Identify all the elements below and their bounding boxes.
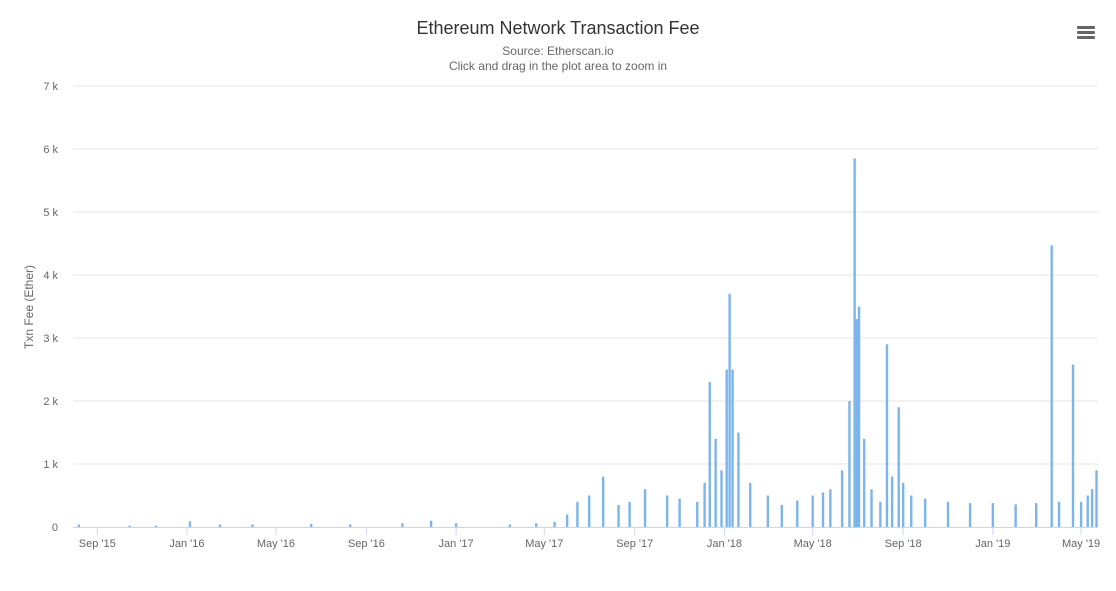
bar[interactable] [678,498,681,527]
bar[interactable] [720,470,723,527]
bar[interactable] [601,476,605,527]
zoom-hint: Click and drag in the plot area to zoom … [448,59,668,73]
bar[interactable] [454,523,458,527]
bar[interactable] [188,521,192,527]
chart-title: Ethereum Network Transaction Fee [416,18,700,38]
bar[interactable] [218,524,222,527]
bar[interactable] [128,525,131,527]
bar[interactable] [901,482,905,527]
x-axis: Sep '15 Jan '16 May '16 Sep '16 Jan '17 May '… [73,527,1100,550]
x-tick-label: Jan '17 [439,538,474,550]
bar[interactable] [77,524,81,527]
bar[interactable] [553,521,556,527]
bar[interactable] [796,500,799,527]
y-tick-label: 1 k [43,459,58,471]
bar-series[interactable] [77,158,1098,528]
bar[interactable] [811,495,814,528]
bar[interactable] [708,382,711,527]
y-tick-label: 0 [52,522,58,534]
bar[interactable] [890,476,894,527]
x-tick-label: Sep '16 [348,538,385,550]
bar[interactable] [991,503,995,527]
x-tick-label: May '16 [257,538,295,550]
y-axis-label: Txn Fee (Ether) [22,265,36,349]
bar[interactable] [617,504,620,527]
bar[interactable] [968,503,972,527]
y-tick-label: 3 k [43,333,58,345]
bar[interactable] [349,524,352,527]
y-tick-label: 2 k [43,396,58,408]
bar[interactable] [1035,503,1038,527]
y-axis: 0 1 k 2 k 3 k 4 k 5 k 6 k 7 k [43,81,58,534]
x-tick-label: May '18 [794,538,832,550]
bar[interactable] [780,504,784,527]
bar[interactable] [946,501,950,527]
bar[interactable] [857,306,861,528]
bar[interactable] [665,495,669,528]
x-tick-label: Sep '17 [616,538,653,550]
y-tick-label: 4 k [43,270,58,282]
bar[interactable] [853,158,856,527]
bar[interactable] [737,432,740,528]
bar[interactable] [728,293,731,527]
bar[interactable] [310,523,313,527]
bar[interactable] [508,524,511,527]
bar[interactable] [587,495,591,528]
y-tick-label: 6 k [43,144,58,156]
bar[interactable] [731,369,734,528]
bar[interactable] [862,438,866,527]
bar[interactable] [1014,504,1017,527]
bar[interactable] [1079,501,1083,527]
bar[interactable] [749,482,752,527]
x-tick-label: Jan '19 [975,538,1010,550]
bar[interactable] [401,523,404,527]
bar[interactable] [628,501,631,527]
bar[interactable] [154,525,158,527]
bar[interactable] [576,501,579,527]
bar[interactable] [821,492,825,527]
bar[interactable] [1050,245,1053,527]
bar[interactable] [840,470,844,527]
bar[interactable] [714,438,717,527]
bar[interactable] [1090,489,1094,527]
x-tick-label: May '17 [525,538,563,550]
x-tick-label: May '19 [1062,538,1100,550]
bar[interactable] [897,407,900,527]
hamburger-menu-icon[interactable] [1074,24,1098,44]
bar[interactable] [848,401,851,527]
bar[interactable] [565,514,569,527]
bar[interactable] [870,489,873,527]
y-tick-label: 5 k [43,207,58,219]
bar[interactable] [885,344,889,527]
bar[interactable] [924,498,927,527]
bar[interactable] [251,524,254,527]
bar[interactable] [1071,364,1075,527]
grid-lines [73,85,1098,465]
x-tick-label: Sep '15 [79,538,116,550]
bar[interactable] [879,501,882,527]
bar[interactable] [643,489,647,527]
bar[interactable] [429,520,433,527]
bar[interactable] [1095,470,1098,527]
bar[interactable] [766,495,770,528]
bar[interactable] [725,369,728,528]
x-tick-label: Jan '18 [707,538,742,550]
y-tick-label: 7 k [43,81,58,93]
bar[interactable] [1057,501,1061,527]
bar[interactable] [1086,495,1089,528]
bar[interactable] [703,482,706,527]
x-tick-label: Sep '18 [885,538,922,550]
x-tick-label: Jan '16 [169,538,204,550]
bar[interactable] [829,489,832,527]
chart-subtitle: Source: Etherscan.io [502,44,614,58]
bar[interactable] [855,319,859,527]
bar[interactable] [696,501,699,527]
bar[interactable] [910,495,913,528]
bar[interactable] [535,523,538,527]
